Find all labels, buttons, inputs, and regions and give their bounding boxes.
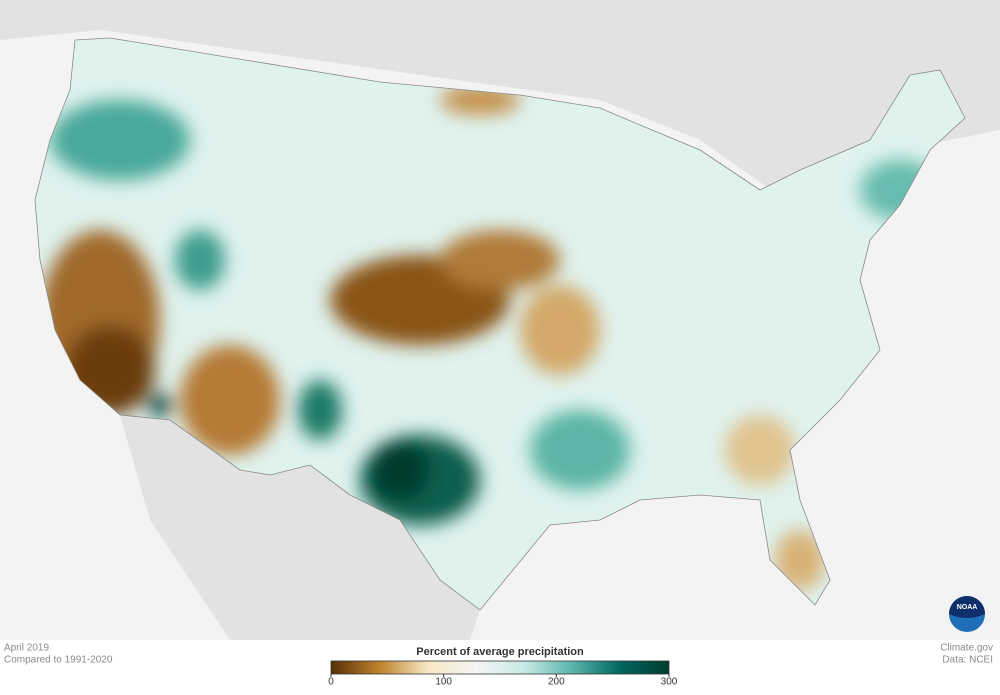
baseline: Compared to 1991-2020 <box>4 655 113 666</box>
legend-tick-label: 0 <box>328 677 334 688</box>
mexico <box>120 415 480 640</box>
legend-tick-label: 100 <box>435 677 452 688</box>
date: April 2019 <box>4 643 49 654</box>
source: Data: NCEI <box>942 655 993 666</box>
logo-text: NOAA <box>957 604 978 611</box>
precip-field <box>35 38 965 610</box>
canada <box>0 0 1000 210</box>
legend-tick-label: 300 <box>661 677 678 688</box>
noaa-logo: NOAA <box>949 596 985 632</box>
color-bar <box>330 660 670 675</box>
site: Climate.gov <box>940 643 993 654</box>
legend-tick-label: 200 <box>548 677 565 688</box>
us-outline <box>34 37 966 611</box>
legend-title: Percent of average precipitation <box>416 646 584 658</box>
